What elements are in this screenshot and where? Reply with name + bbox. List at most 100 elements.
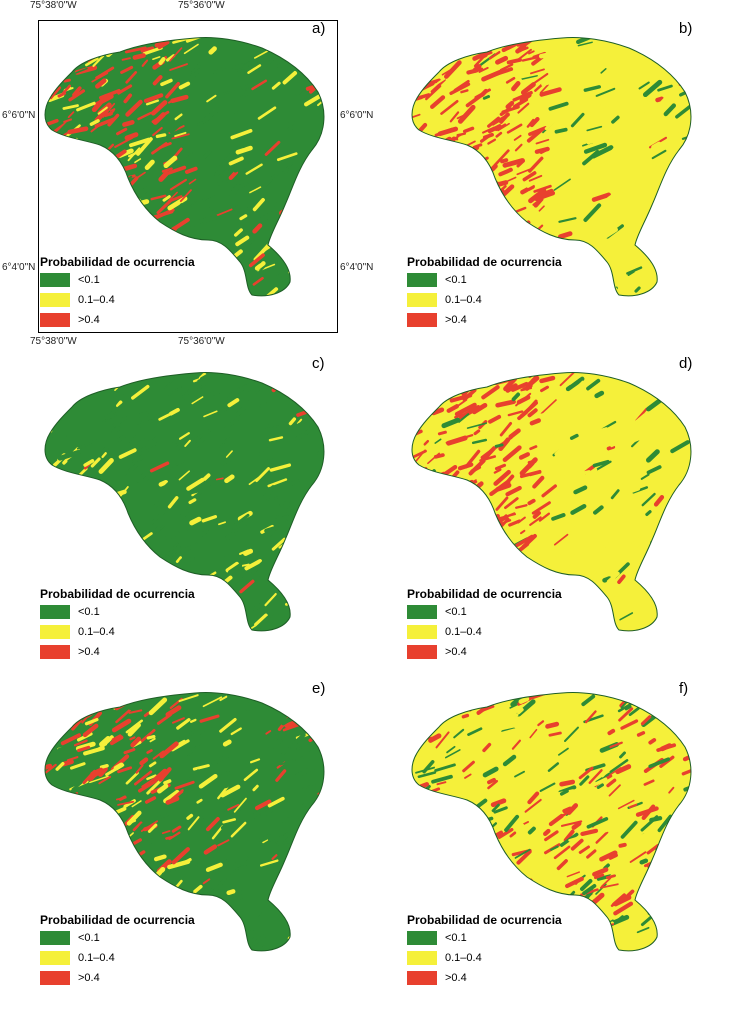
susceptibility-patch <box>199 714 220 723</box>
susceptibility-patch <box>524 798 542 813</box>
susceptibility-patch <box>203 410 218 418</box>
susceptibility-patch <box>207 887 215 894</box>
susceptibility-patch <box>252 276 264 286</box>
susceptibility-patch <box>139 891 156 905</box>
susceptibility-patch <box>458 405 481 420</box>
susceptibility-patch <box>548 101 569 111</box>
susceptibility-patch <box>470 206 484 219</box>
susceptibility-patch <box>424 374 445 384</box>
susceptibility-patch <box>425 141 436 151</box>
susceptibility-patch <box>240 259 254 266</box>
susceptibility-patch <box>528 156 544 173</box>
susceptibility-patch <box>111 213 121 222</box>
susceptibility-patch <box>513 134 522 141</box>
susceptibility-patch <box>221 90 235 95</box>
susceptibility-patch <box>163 465 179 472</box>
susceptibility-patch <box>589 235 605 249</box>
susceptibility-patch <box>414 467 428 475</box>
susceptibility-patch <box>628 394 644 405</box>
susceptibility-patch <box>45 79 59 93</box>
susceptibility-patch <box>678 885 689 891</box>
susceptibility-patch <box>571 612 580 621</box>
susceptibility-patch <box>99 237 115 248</box>
susceptibility-patch <box>661 551 682 560</box>
susceptibility-patch <box>45 204 57 216</box>
susceptibility-patch <box>577 41 593 47</box>
susceptibility-patch <box>132 53 146 60</box>
susceptibility-patch <box>508 283 521 294</box>
susceptibility-patch <box>111 854 124 866</box>
susceptibility-patch <box>649 692 661 702</box>
susceptibility-patch <box>49 86 62 100</box>
susceptibility-patch <box>151 500 163 510</box>
susceptibility-patch <box>48 821 60 830</box>
susceptibility-patch <box>672 602 691 614</box>
susceptibility-patch <box>545 609 557 615</box>
susceptibility-patch <box>134 606 156 619</box>
susceptibility-patch <box>296 59 307 68</box>
susceptibility-patch <box>518 39 533 51</box>
susceptibility-patch <box>139 757 149 766</box>
susceptibility-patch <box>461 713 470 719</box>
susceptibility-patch <box>434 389 452 403</box>
susceptibility-patch <box>230 937 247 948</box>
susceptibility-patch <box>513 37 524 44</box>
susceptibility-patch <box>607 728 616 736</box>
susceptibility-patch <box>565 376 585 392</box>
susceptibility-patch <box>425 697 432 704</box>
susceptibility-patch <box>608 853 618 860</box>
susceptibility-patch <box>149 461 170 473</box>
susceptibility-patch <box>460 542 469 548</box>
susceptibility-patch <box>182 372 191 375</box>
susceptibility-patch <box>596 783 604 789</box>
susceptibility-patch <box>412 789 423 800</box>
susceptibility-patch <box>212 180 228 187</box>
susceptibility-patch <box>60 733 82 746</box>
susceptibility-patch <box>574 794 588 803</box>
susceptibility-patch <box>239 255 245 261</box>
susceptibility-patch <box>246 224 258 232</box>
susceptibility-patch <box>589 601 603 606</box>
susceptibility-patch <box>648 757 671 769</box>
susceptibility-patch <box>237 84 252 90</box>
susceptibility-patch <box>271 731 290 740</box>
susceptibility-patch <box>544 117 558 131</box>
susceptibility-patch <box>247 934 267 949</box>
susceptibility-patch <box>214 162 231 177</box>
susceptibility-patch <box>510 381 529 392</box>
susceptibility-patch <box>593 505 604 515</box>
susceptibility-patch <box>67 126 89 135</box>
susceptibility-patch <box>79 532 96 548</box>
susceptibility-patch <box>536 204 543 210</box>
susceptibility-patch <box>417 37 437 40</box>
susceptibility-patch <box>318 215 324 233</box>
susceptibility-patch <box>51 38 66 48</box>
susceptibility-patch <box>696 418 706 429</box>
susceptibility-patch <box>431 136 452 152</box>
susceptibility-patch <box>307 552 314 559</box>
susceptibility-patch <box>656 692 662 696</box>
susceptibility-patch <box>634 108 646 116</box>
legend-swatch <box>40 605 70 619</box>
susceptibility-patch <box>205 862 223 872</box>
susceptibility-patch <box>242 142 250 149</box>
susceptibility-patch <box>518 696 530 704</box>
susceptibility-patch <box>678 42 690 52</box>
susceptibility-patch <box>111 894 129 903</box>
susceptibility-patch <box>677 246 689 260</box>
susceptibility-patch <box>546 473 556 480</box>
susceptibility-patch <box>431 774 453 784</box>
susceptibility-patch <box>472 525 491 532</box>
susceptibility-patch <box>440 100 459 115</box>
susceptibility-patch <box>505 485 522 497</box>
susceptibility-patch <box>653 421 674 430</box>
susceptibility-patch <box>599 850 618 862</box>
susceptibility-patch <box>642 79 663 98</box>
susceptibility-patch <box>678 257 691 276</box>
susceptibility-patch <box>479 133 492 143</box>
susceptibility-patch <box>295 234 310 249</box>
susceptibility-patch <box>444 806 464 817</box>
susceptibility-patch <box>456 208 467 217</box>
susceptibility-patch <box>649 475 663 486</box>
susceptibility-patch <box>76 141 91 151</box>
